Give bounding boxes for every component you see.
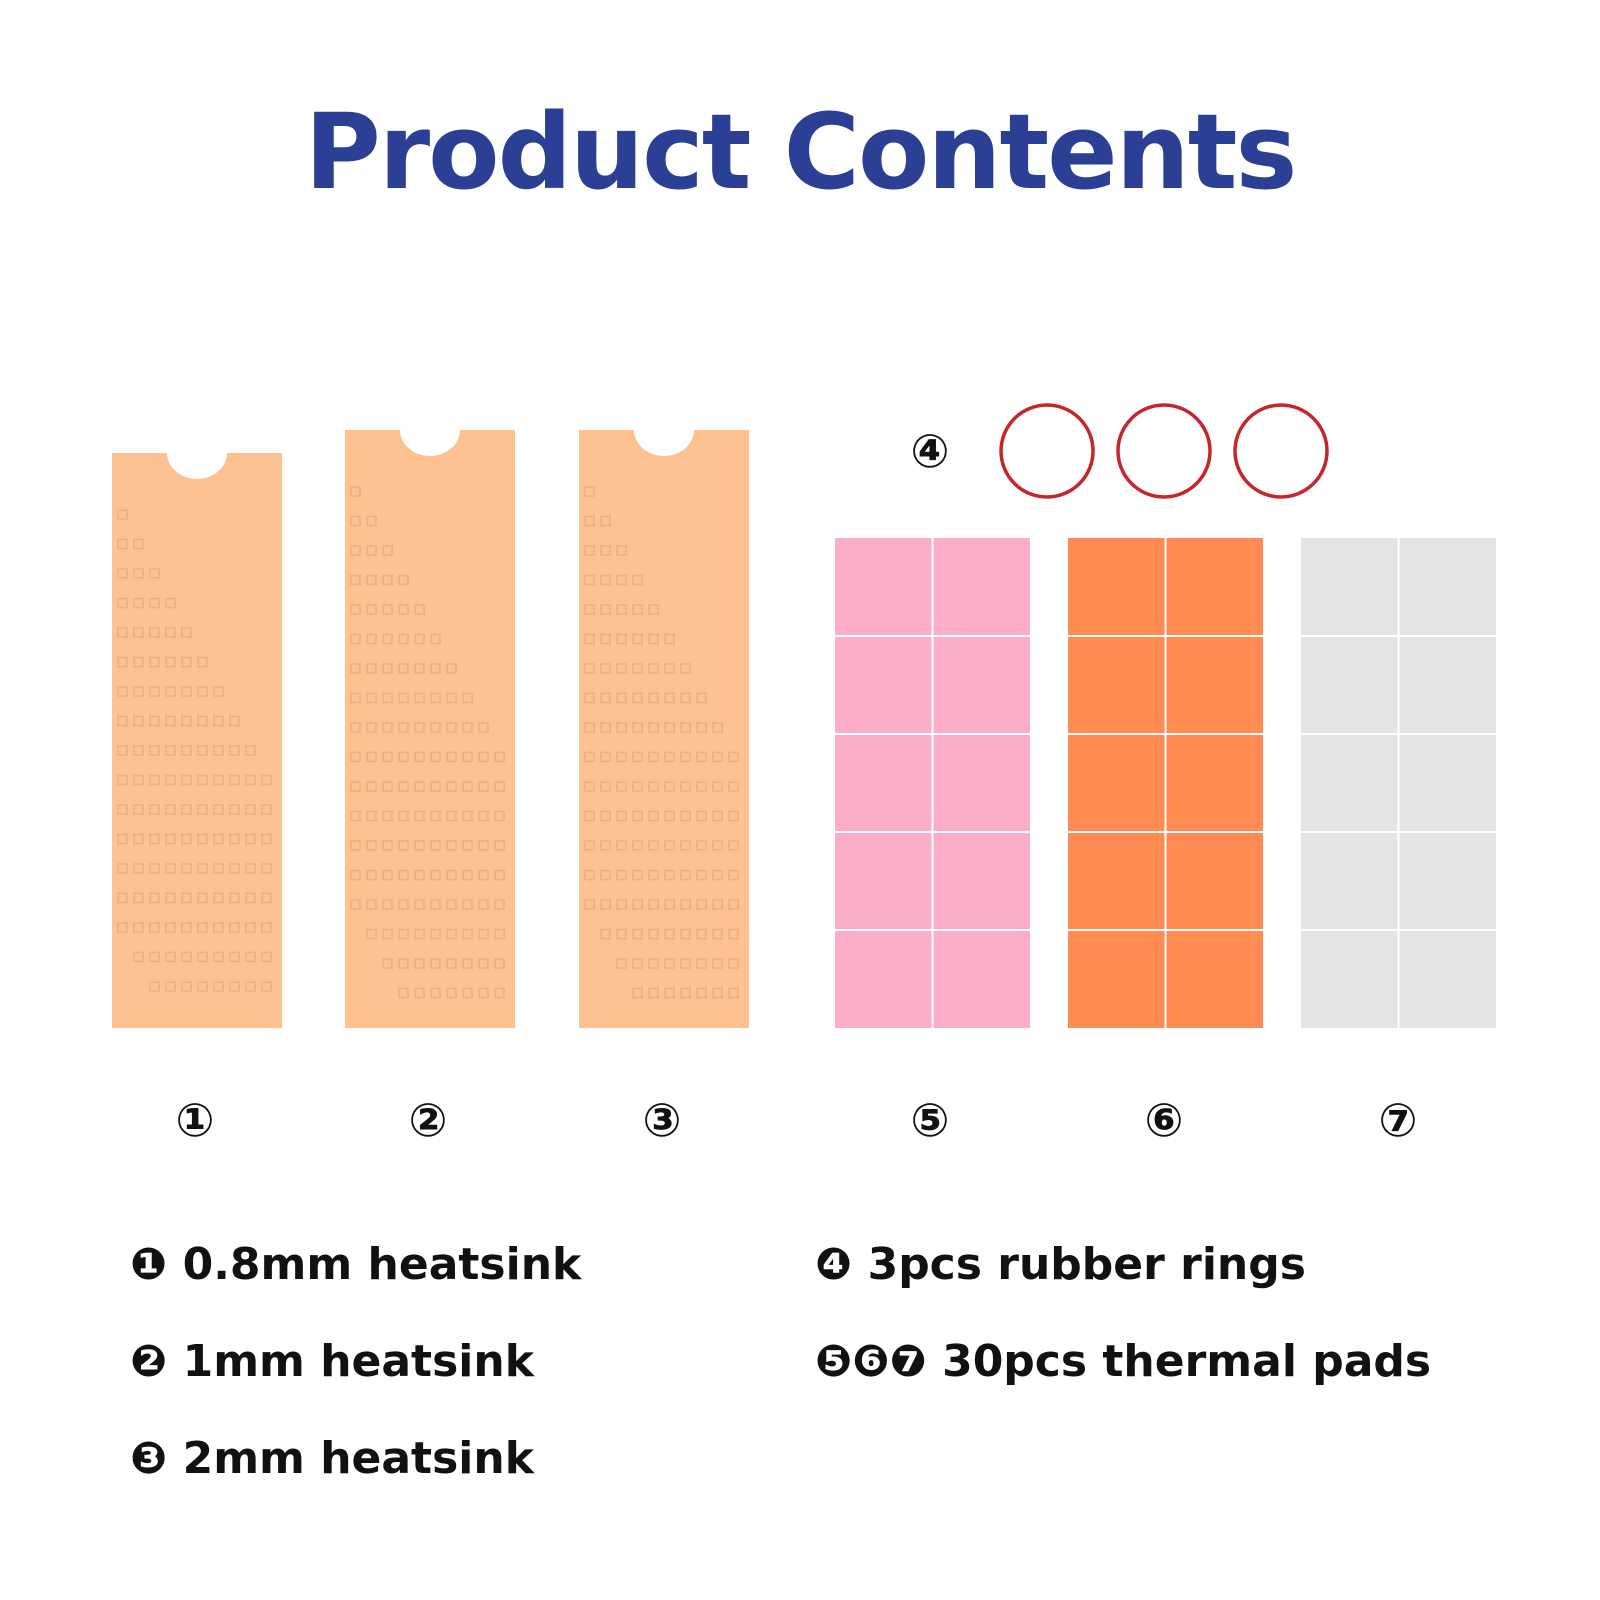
legend-item-4: ❹ 3pcs rubber rings	[815, 1239, 1306, 1290]
thermal-pad-gray	[1301, 538, 1496, 1028]
heatsink-3	[579, 430, 749, 1028]
item-number-5: ⑤	[910, 1093, 950, 1147]
item-number-7: ⑦	[1378, 1093, 1418, 1147]
legend-item-3: ❸ 2mm heatsink	[130, 1433, 534, 1484]
item-number-4: ④	[910, 424, 950, 478]
rubber-ring-3	[1233, 403, 1329, 499]
page-title: Product Contents	[304, 91, 1298, 213]
heatsink-2	[345, 430, 515, 1028]
item-number-2: ②	[408, 1093, 448, 1147]
item-number-6: ⑥	[1144, 1093, 1184, 1147]
item-number-1: ①	[175, 1093, 215, 1147]
heatsink-1	[112, 453, 282, 1028]
legend-item-5: ❺❻❼ 30pcs thermal pads	[815, 1336, 1432, 1387]
thermal-pad-orange	[1068, 538, 1263, 1028]
rubber-ring-2	[1116, 403, 1212, 499]
legend-item-1: ❶ 0.8mm heatsink	[130, 1239, 582, 1290]
thermal-pad-pink	[835, 538, 1030, 1028]
legend-item-2: ❷ 1mm heatsink	[130, 1336, 534, 1387]
item-number-3: ③	[642, 1093, 682, 1147]
rubber-ring-1	[999, 403, 1095, 499]
